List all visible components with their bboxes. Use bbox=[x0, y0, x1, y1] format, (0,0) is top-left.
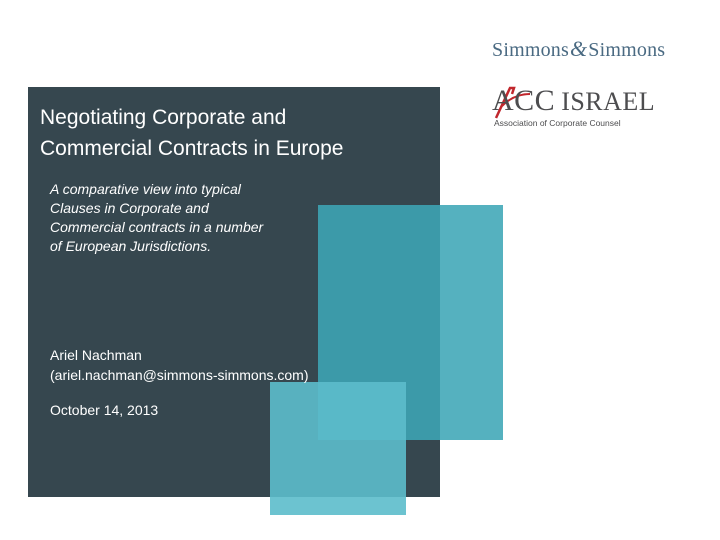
author-email[interactable]: (ariel.nachman@simmons-simmons.com) bbox=[50, 367, 309, 383]
acc-logo-text: ACC ISRAEL bbox=[492, 84, 655, 119]
slide-title-line-1: Negotiating Corporate and bbox=[40, 106, 287, 129]
decorative-light-teal-block bbox=[270, 382, 406, 515]
slide-subtitle-line-1: A comparative view into typical bbox=[50, 181, 241, 197]
acc-israel-logo: ACC ISRAEL Association of Corporate Couns… bbox=[492, 84, 655, 132]
brand-ampersand: & bbox=[569, 36, 588, 61]
brand-name-right: Simmons bbox=[588, 39, 666, 61]
author-name: Ariel Nachman bbox=[50, 347, 142, 363]
slide-subtitle-line-3: Commercial contracts in a number bbox=[50, 219, 264, 235]
brand-name-left: Simmons bbox=[492, 39, 569, 61]
slide-title-line-2: Commercial Contracts in Europe bbox=[40, 137, 344, 160]
copyright-notice: © Simmons & Simmons LLP 2013. Simmons & … bbox=[30, 519, 392, 524]
slide-title: Negotiating Corporate and Commercial Con… bbox=[40, 102, 430, 164]
acc-logo-subtitle: Association of Corporate Counsel bbox=[494, 118, 621, 128]
acc-swoosh-icon bbox=[494, 86, 531, 119]
slide-subtitle-line-4: of European Jurisdictions. bbox=[50, 238, 212, 254]
simmons-logo: Simmons&Simmons bbox=[492, 36, 665, 62]
acc-logo-main: ACC bbox=[492, 84, 556, 117]
slide-subtitle-line-2: Clauses in Corporate and bbox=[50, 200, 209, 216]
acc-logo-suffix: ISRAEL bbox=[561, 87, 656, 116]
slide-subtitle: A comparative view into typical Clauses … bbox=[50, 180, 320, 256]
author-block: Ariel Nachman (ariel.nachman@simmons-sim… bbox=[50, 345, 380, 385]
presentation-date: October 14, 2013 bbox=[50, 402, 159, 418]
